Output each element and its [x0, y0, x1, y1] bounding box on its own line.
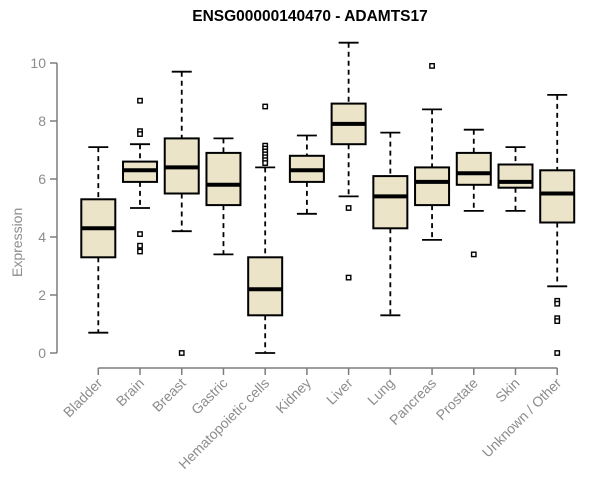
outlier-point: [137, 131, 143, 137]
x-tick-label-breast: Breast: [149, 375, 189, 415]
y-tick-label: 0: [38, 345, 46, 361]
y-tick-label: 8: [38, 113, 46, 129]
outlier-point: [137, 231, 143, 237]
x-tick-label-bladder: Bladder: [60, 375, 106, 421]
boxplot-bladder: [80, 146, 117, 334]
outlier-point: [262, 160, 269, 166]
boxplot-prostate: [455, 128, 492, 258]
x-tick-label-skin: Skin: [492, 375, 523, 406]
y-tick-label: 2: [38, 287, 46, 303]
y-tick-label: 4: [38, 229, 46, 245]
outlier-point: [137, 97, 143, 104]
y-tick-label: 6: [38, 171, 46, 187]
chart-title: ENSG00000140470 - ADAMTS17: [192, 8, 428, 25]
y-axis: 0 2 4 6 8 10: [30, 55, 58, 361]
boxplot-liver: [330, 41, 367, 281]
boxplot-breast: [163, 70, 200, 356]
iqr-box: [539, 169, 576, 224]
boxplot-skin: [497, 146, 534, 212]
iqr-box: [455, 151, 492, 186]
iqr-box: [205, 151, 242, 207]
outlier-point: [345, 205, 352, 211]
boxplot-kidney: [288, 134, 325, 215]
x-tick-label-unknown-other: Unknown / Other: [479, 375, 565, 461]
iqr-box: [497, 163, 534, 189]
outlier-point: [137, 248, 143, 255]
boxplot-hematopoietic-cells: [247, 103, 284, 354]
outlier-point: [262, 103, 269, 110]
y-tick-label: 10: [30, 55, 46, 71]
x-tick-label-prostate: Prostate: [433, 375, 481, 423]
boxplot-lung: [372, 131, 409, 317]
outlier-point: [178, 350, 185, 356]
x-tick-label-liver: Liver: [323, 375, 356, 408]
boxplot-gastric: [205, 137, 242, 256]
outlier-point: [137, 242, 143, 249]
boxplot-pancreas: [414, 63, 451, 241]
x-tick-label-brain: Brain: [113, 375, 147, 409]
boxplot-brain: [122, 97, 159, 255]
iqr-box: [247, 256, 284, 317]
iqr-box: [372, 175, 409, 230]
outlier-point: [429, 63, 435, 69]
outlier-point: [554, 350, 561, 356]
x-tick-label-kidney: Kidney: [272, 375, 314, 417]
outlier-point: [554, 318, 561, 324]
x-tick-label-lung: Lung: [364, 375, 397, 408]
boxplot-unknown-other: [539, 94, 576, 356]
outlier-point: [554, 300, 561, 307]
iqr-box: [414, 166, 451, 207]
outlier-point: [470, 251, 477, 258]
outlier-point: [345, 274, 352, 281]
